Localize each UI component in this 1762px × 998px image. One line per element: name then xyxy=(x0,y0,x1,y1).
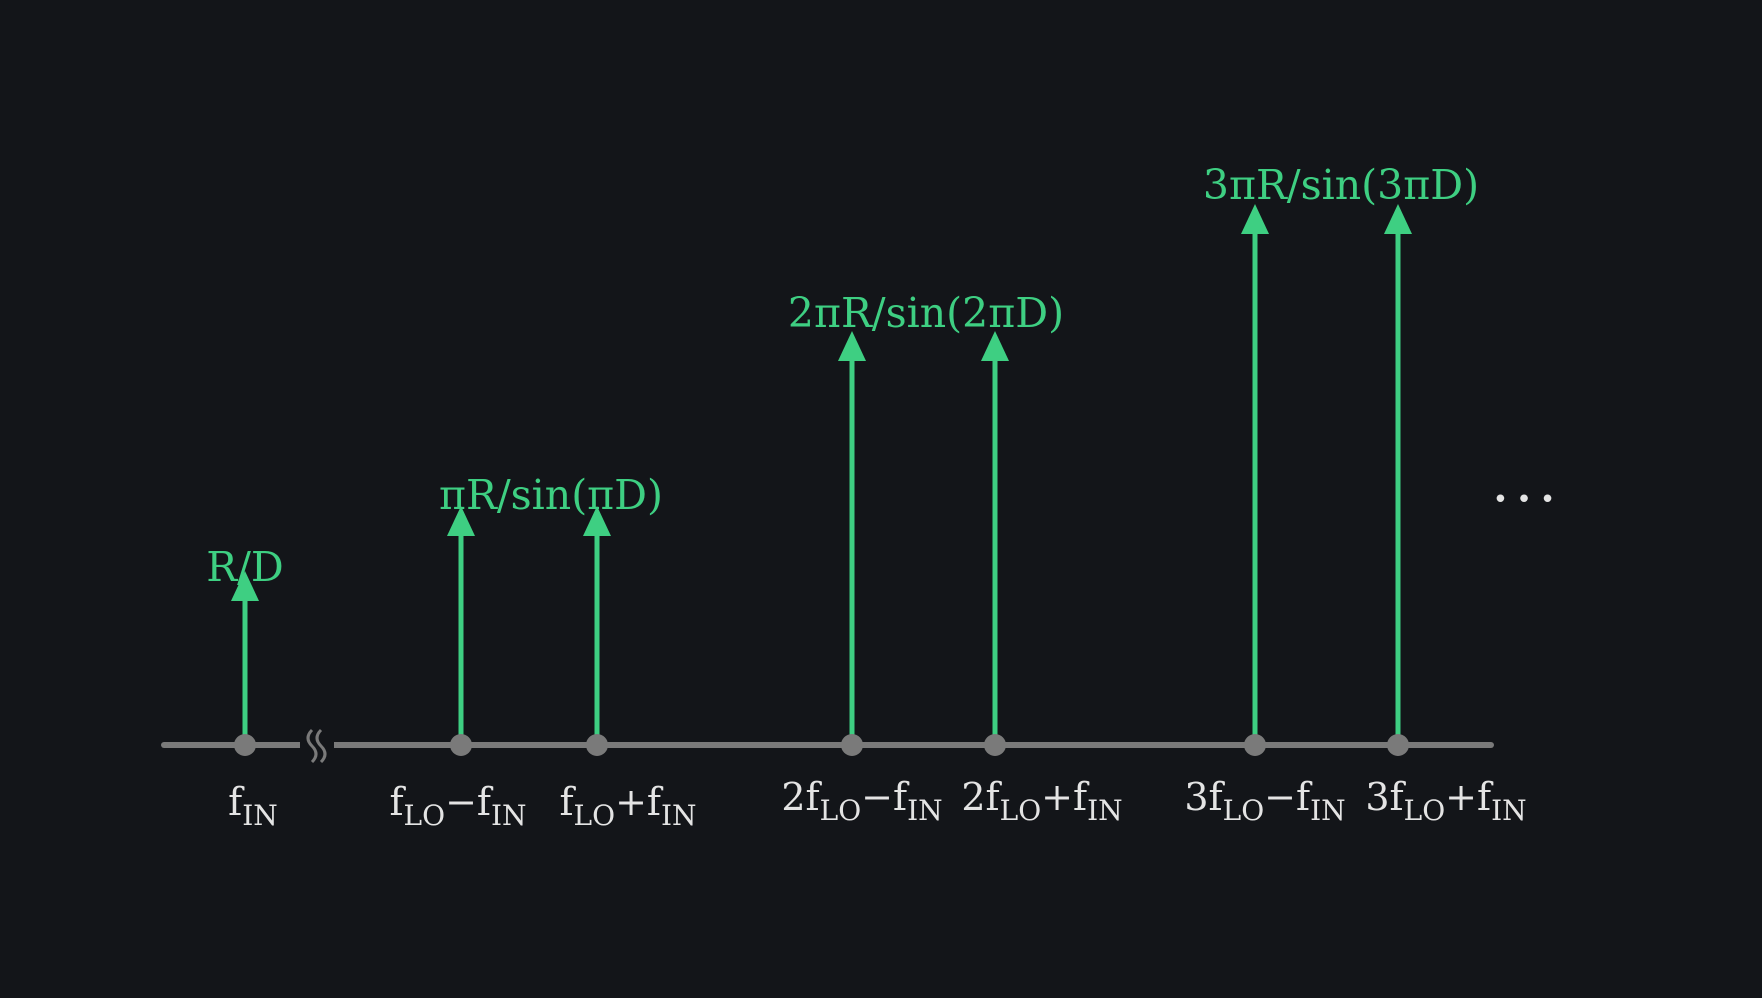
frequency-tick-label: 3fLO−fIN xyxy=(1184,775,1345,827)
axis-dot xyxy=(234,734,256,756)
amplitude-label-first: πR/sin(πD) xyxy=(439,471,663,519)
amplitude-label-input: R/D xyxy=(206,543,284,591)
axis-dot xyxy=(984,734,1006,756)
axis-dots xyxy=(234,734,1409,756)
axis-dot xyxy=(841,734,863,756)
axis-break-mark xyxy=(300,726,334,764)
frequency-tick-label: 3fLO+fIN xyxy=(1365,775,1526,827)
amplitude-label-second: 2πR/sin(2πD) xyxy=(788,289,1064,337)
frequency-tick-label: fIN xyxy=(228,780,278,832)
frequency-tick-label: fLO+fIN xyxy=(559,780,696,832)
frequency-tick-label: 2fLO−fIN xyxy=(781,775,942,827)
frequency-tick-label: fLO−fIN xyxy=(389,780,526,832)
axis-dot xyxy=(450,734,472,756)
frequency-tick-label: 2fLO+fIN xyxy=(961,775,1122,827)
continuation-ellipsis: • • • xyxy=(1493,485,1556,515)
axis-dot xyxy=(1387,734,1409,756)
frequency-tick-labels: fIN fLO−fIN fLO+fIN 2fLO−fIN 2fLO+fIN 3fLO−fI… xyxy=(228,775,1526,832)
axis-dot xyxy=(586,734,608,756)
axis-dot xyxy=(1244,734,1266,756)
spectral-lines xyxy=(231,204,1412,740)
amplitude-label-third: 3πR/sin(3πD) xyxy=(1203,161,1479,209)
